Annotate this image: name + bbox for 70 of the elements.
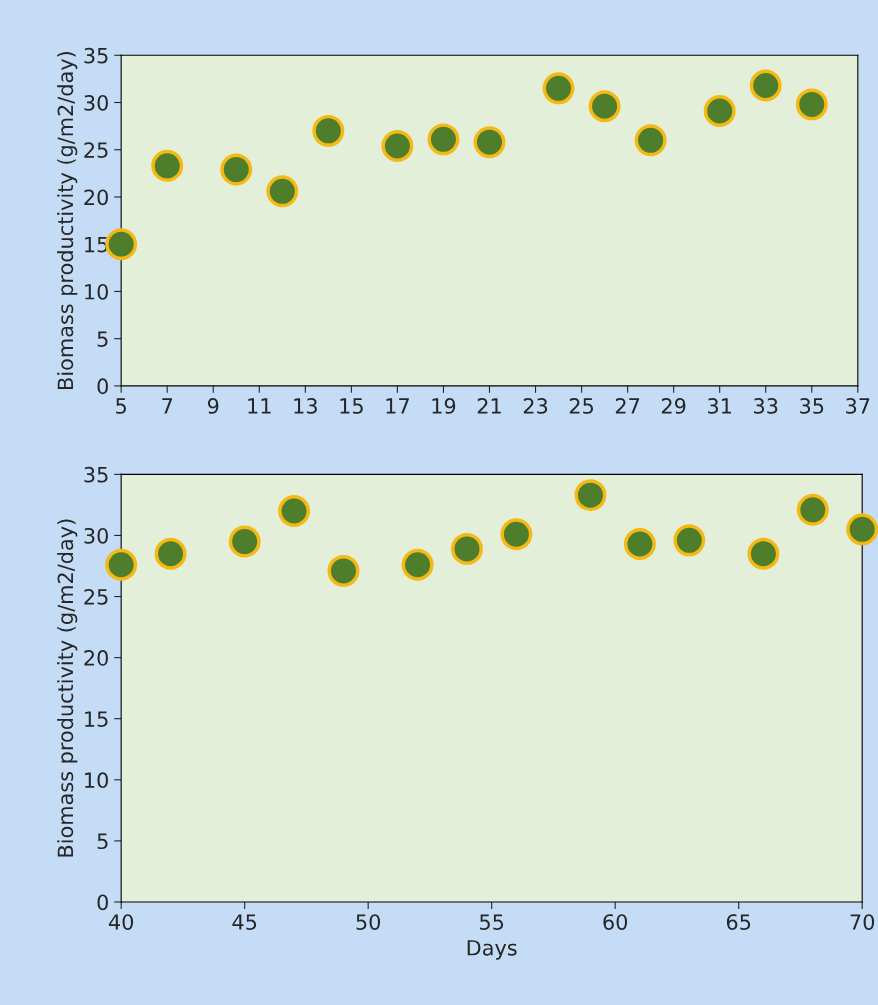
x-tick-label: 37 xyxy=(846,398,870,414)
x-tick-label: 9 xyxy=(207,398,219,414)
x-tick-label: 50 xyxy=(356,914,381,930)
y-tick-label: 30 xyxy=(84,94,108,111)
point xyxy=(220,153,253,186)
point xyxy=(154,537,187,570)
x-tick-label: 23 xyxy=(523,398,548,414)
point xyxy=(312,114,345,147)
x-tick-label: 35 xyxy=(800,398,824,414)
point xyxy=(500,518,533,551)
x-tick-label: 60 xyxy=(603,914,628,930)
point xyxy=(846,513,878,546)
point xyxy=(105,548,138,581)
x-axis-title: Days xyxy=(467,940,517,960)
x-tick-label: 5 xyxy=(116,398,126,414)
y-tick-label: 15 xyxy=(85,711,108,727)
x-tick-label: 55 xyxy=(480,914,504,930)
point xyxy=(703,95,736,127)
point xyxy=(381,129,414,162)
x-tick-label: 33 xyxy=(754,398,778,414)
x-tick-label: 15 xyxy=(340,398,363,414)
x-tick-label: 11 xyxy=(248,398,271,414)
y-tick-label: 35 xyxy=(84,466,108,483)
x-tick-label: 31 xyxy=(708,398,732,414)
point xyxy=(749,69,782,102)
point xyxy=(634,124,667,157)
point xyxy=(151,149,184,182)
y-tick-label: 30 xyxy=(84,527,108,544)
point xyxy=(228,525,261,558)
point xyxy=(473,126,506,159)
point xyxy=(278,495,311,527)
x-tick-label: 27 xyxy=(615,398,640,414)
x-tick-label: 21 xyxy=(477,398,501,414)
point xyxy=(588,90,621,123)
y-axis-title: Biomass productivity (g/m2/day) xyxy=(57,52,78,389)
point xyxy=(542,72,575,105)
y-tick-label: 25 xyxy=(84,142,108,158)
point xyxy=(795,88,828,121)
y-axis-title: Biomass productivity (g/m2/day) xyxy=(57,519,78,857)
x-tick-label: 19 xyxy=(432,398,456,414)
x-tick-label: 17 xyxy=(386,398,409,414)
y-tick-label: 20 xyxy=(84,189,108,206)
x-tick-label: 70 xyxy=(850,914,875,930)
x-tick-label: 45 xyxy=(232,914,257,930)
point xyxy=(327,554,360,587)
point xyxy=(401,548,434,581)
x-tick-label: 13 xyxy=(294,398,317,414)
y-tick-label: 25 xyxy=(84,588,108,605)
x-tick-label: 40 xyxy=(108,914,134,930)
x-tick-label: 29 xyxy=(661,398,686,414)
x-tick-label: 25 xyxy=(569,398,593,414)
y-tick-label: 0 xyxy=(97,894,108,911)
x-tick-label: 65 xyxy=(726,914,751,930)
point xyxy=(747,537,780,570)
y-tick-label: 5 xyxy=(97,331,108,347)
point xyxy=(574,479,607,512)
point xyxy=(623,528,656,560)
point xyxy=(451,532,483,565)
point xyxy=(266,175,299,208)
y-tick-label: 35 xyxy=(84,47,108,64)
point xyxy=(796,493,829,526)
x-tick-label: 7 xyxy=(162,398,173,414)
y-tick-label: 5 xyxy=(97,833,108,850)
point xyxy=(105,228,138,261)
y-tick-label: 10 xyxy=(85,283,108,300)
y-tick-label: 0 xyxy=(97,378,108,395)
y-tick-label: 10 xyxy=(85,772,108,789)
y-tick-label: 20 xyxy=(84,650,108,666)
point xyxy=(673,524,706,557)
point xyxy=(427,123,460,156)
